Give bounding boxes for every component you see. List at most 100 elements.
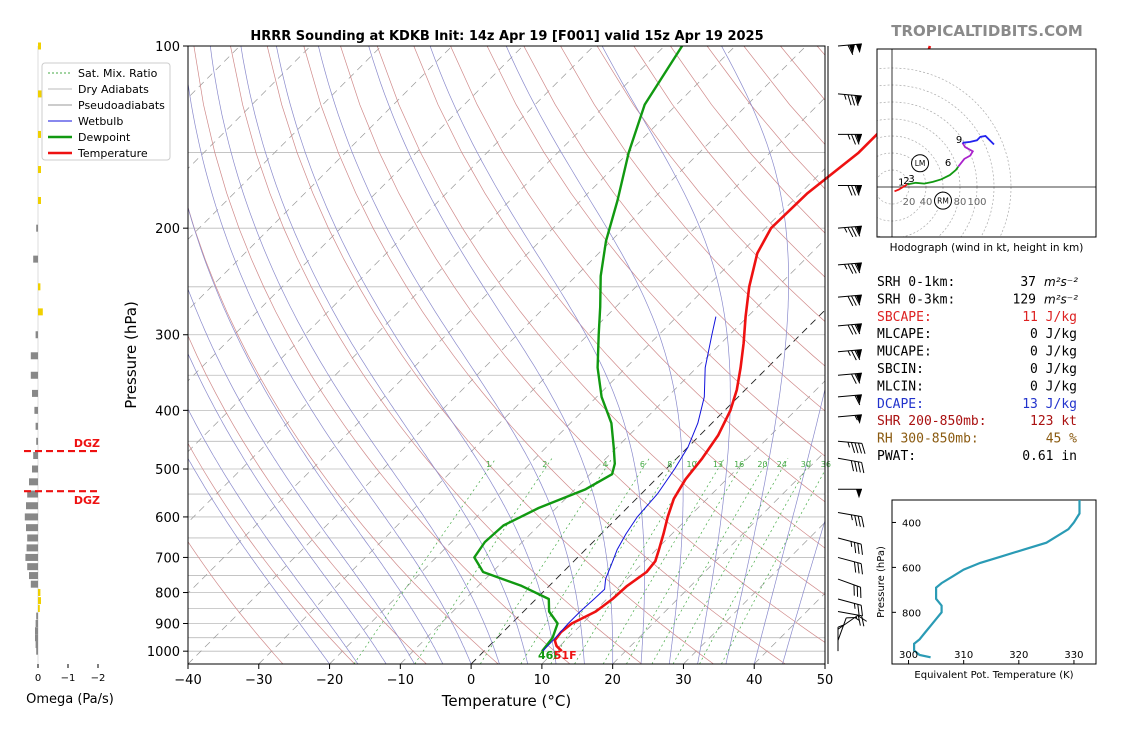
omega-bar	[38, 605, 40, 612]
omega-bar	[32, 390, 38, 397]
y-tick-label: 800	[155, 587, 180, 602]
omega-bar	[26, 502, 38, 509]
mixing-ratio-label: 8	[667, 460, 672, 469]
mixing-ratio-label: 6	[640, 460, 645, 469]
omega-bar	[31, 372, 38, 379]
theta-e-y-label: Pressure (hPa)	[876, 546, 887, 618]
omega-bar	[27, 544, 38, 551]
y-axis-label: Pressure (hPa)	[122, 301, 140, 409]
theta-e-y-tick-label: 800	[902, 608, 921, 619]
y-tick-label: 700	[155, 551, 180, 566]
x-tick-label: 30	[675, 673, 692, 688]
x-tick-label: −20	[316, 673, 343, 688]
theta-e-frame	[892, 500, 1096, 664]
x-tick-label: −10	[387, 673, 414, 688]
hodograph-height-label: 3	[908, 174, 914, 185]
storm-motion-label: LM	[915, 159, 926, 168]
index-label: RH 300-850mb:	[877, 432, 979, 447]
legend-entry: Dry Adiabats	[78, 83, 149, 96]
hodograph-ring-label: 80	[954, 197, 967, 208]
omega-tick-label: −1	[61, 673, 76, 684]
mixing-ratio-label: 1	[486, 460, 491, 469]
omega-bar	[38, 197, 41, 204]
omega-bar	[38, 131, 41, 138]
x-tick-label: 10	[534, 673, 551, 688]
index-value: 0 J/kg	[1030, 345, 1077, 360]
index-value: 0.61 in	[1022, 449, 1077, 464]
index-value: 11 J/kg	[1022, 310, 1077, 325]
x-tick-label: −40	[174, 673, 201, 688]
omega-axis-label: Omega (Pa/s)	[26, 692, 114, 707]
mixing-ratio-label: 24	[777, 460, 787, 469]
theta-e-y-tick-label: 600	[902, 563, 921, 574]
legend-entry: Wetbulb	[78, 115, 123, 128]
index-value: 13 J/kg	[1022, 397, 1077, 412]
index-value: 37	[1020, 275, 1036, 290]
omega-bar	[35, 634, 38, 641]
y-tick-label: 900	[155, 617, 180, 632]
hodograph-height-label: 9	[956, 135, 962, 146]
omega-bar	[29, 478, 38, 485]
index-label: SBCIN:	[877, 362, 924, 377]
mixing-ratio-label: 2	[542, 460, 547, 469]
omega-bar	[27, 534, 38, 541]
theta-e-panel: 300 310 320 330 400 600 800 Equivalent Pot. Tem…	[876, 500, 1096, 681]
omega-bar	[36, 331, 38, 338]
y-tick-label: 600	[155, 511, 180, 526]
index-value: 129	[1013, 292, 1036, 307]
index-label: SBCAPE:	[877, 310, 932, 325]
theta-e-x-tick-label: 310	[954, 650, 973, 661]
omega-bar	[38, 589, 40, 596]
theta-e-x-label: Equivalent Pot. Temperature (K)	[914, 670, 1073, 681]
dgz-label: DGZ	[74, 494, 100, 507]
x-tick-label: 20	[604, 673, 621, 688]
index-value: 0 J/kg	[1030, 379, 1077, 394]
omega-bar	[38, 597, 41, 604]
chart-title: HRRR Sounding at KDKB Init: 14z Apr 19 […	[250, 29, 763, 44]
omega-bar	[38, 43, 41, 50]
omega-bar	[33, 256, 38, 263]
x-tick-label: −30	[245, 673, 272, 688]
omega-bar	[31, 352, 38, 359]
omega-bar	[35, 627, 38, 634]
y-tick-label: 200	[155, 222, 180, 237]
omega-tick-label: −2	[91, 673, 106, 684]
mixing-ratio-label: 30	[801, 460, 811, 469]
hodograph-height-label: 6	[945, 158, 951, 169]
theta-e-x-tick-label: 330	[1064, 650, 1083, 661]
theta-e-x-tick-label: 300	[899, 650, 918, 661]
mixing-ratio-label: 13	[713, 460, 723, 469]
theta-e-x-tick-label: 320	[1009, 650, 1028, 661]
index-unit: m²s⁻²	[1044, 275, 1078, 289]
x-tick-label: 40	[746, 673, 763, 688]
omega-bar	[32, 466, 38, 473]
theta-e-y-tick-label: 400	[902, 518, 921, 529]
omega-bar	[34, 407, 38, 414]
omega-bar	[33, 452, 38, 459]
hodograph-caption: Hodograph (wind in kt, height in km)	[890, 242, 1084, 254]
legend-entry: Dewpoint	[78, 131, 131, 144]
mixing-ratio-label: 16	[734, 460, 744, 469]
omega-bar	[26, 524, 38, 531]
omega-bar	[25, 513, 38, 520]
legend-entry: Sat. Mix. Ratio	[78, 67, 158, 80]
index-label: DCAPE:	[877, 397, 924, 412]
index-unit: m²s⁻²	[1044, 292, 1078, 306]
hodograph-ring-label: 40	[920, 197, 933, 208]
index-value: 45 %	[1046, 432, 1077, 447]
x-tick-label: 50	[817, 673, 834, 688]
storm-motion-label: RM	[937, 197, 949, 206]
surface-temperature-label: 51F	[554, 649, 577, 662]
index-value: 123 kt	[1030, 414, 1077, 429]
omega-bar	[25, 554, 38, 561]
legend-entry: Temperature	[77, 147, 148, 160]
index-value: 0 J/kg	[1030, 362, 1077, 377]
hodograph-ring-label: 100	[967, 197, 986, 208]
omega-bar	[36, 620, 38, 627]
index-label: SHR 200-850mb:	[877, 414, 987, 429]
omega-bar	[29, 572, 38, 579]
y-tick-label: 400	[155, 404, 180, 419]
y-tick-label: 100	[155, 40, 180, 55]
